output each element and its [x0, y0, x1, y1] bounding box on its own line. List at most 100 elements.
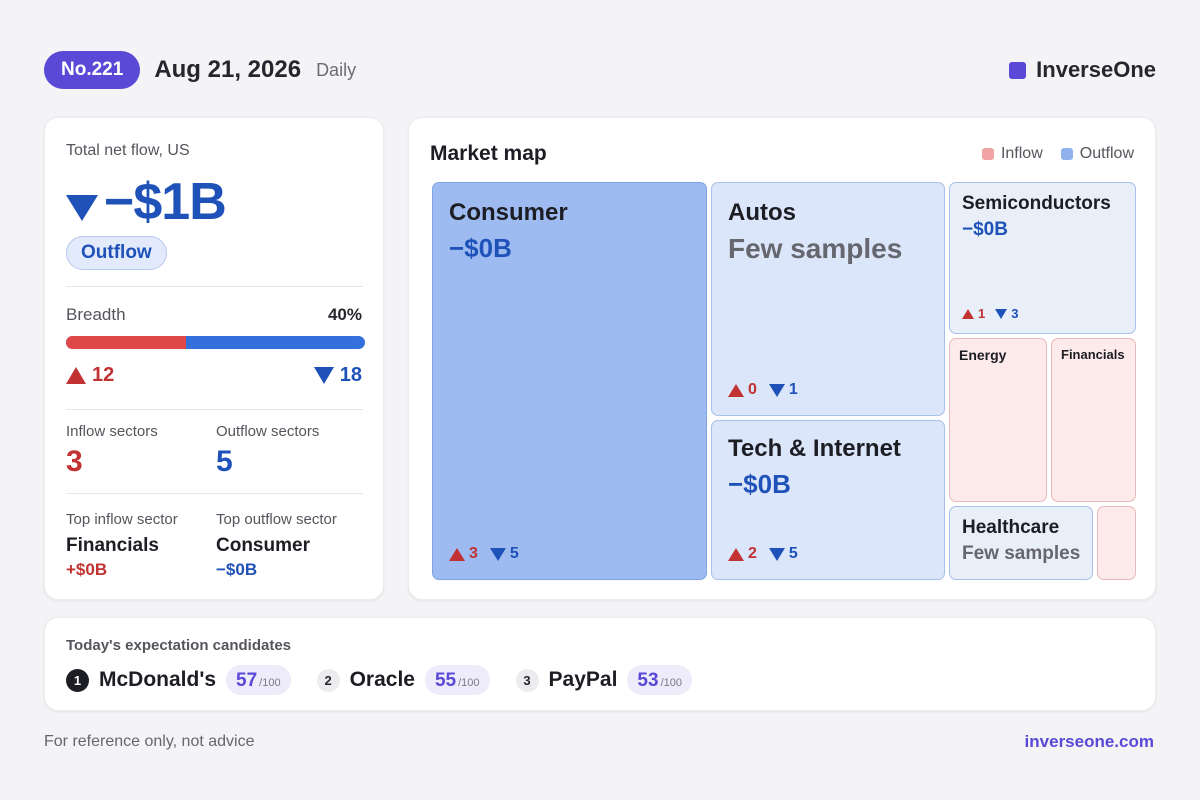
- legend-item-inflow: Inflow: [981, 145, 1043, 163]
- triangle-up-icon: [728, 547, 744, 561]
- score-max: /100: [259, 677, 281, 689]
- tile-semiconductors[interactable]: Semiconductors −$0B 1 3: [949, 182, 1136, 334]
- candidate-name: Oracle: [349, 668, 415, 691]
- legend: Inflow Outflow: [964, 145, 1134, 163]
- tile-note: Few samples: [728, 233, 903, 264]
- tile-financials[interactable]: Financials: [1051, 338, 1136, 502]
- tile-name: Energy: [959, 347, 1007, 363]
- tile-consumer[interactable]: Consumer −$0B 3 5: [432, 182, 707, 580]
- candidates-title: Today's expectation candidates: [66, 637, 292, 654]
- top-outflow-name: Consumer: [216, 535, 310, 556]
- candidate-name: McDonald's: [99, 668, 217, 691]
- brand-logo-icon: [1009, 61, 1027, 79]
- triangle-up-icon: [728, 383, 744, 397]
- tile-counts: 2 5: [728, 545, 798, 563]
- legend-label-outflow: Outflow: [1079, 145, 1134, 162]
- disclaimer: For reference only, not advice: [44, 733, 255, 750]
- triangle-up-icon: [962, 308, 974, 319]
- tile-value: −$0B: [962, 219, 1008, 240]
- market-map-card: Market map Inflow Outflow Consumer −$0B …: [408, 117, 1156, 600]
- down-count: 5: [489, 545, 519, 563]
- candidate-item[interactable]: 1 McDonald's 57 /100: [66, 665, 291, 695]
- triangle-down-icon: [66, 195, 98, 221]
- outflow-sectors-label: Outflow sectors: [216, 423, 320, 440]
- legend-swatch-inflow: [981, 148, 994, 160]
- rank-badge: 2: [316, 668, 340, 692]
- score-value: 53: [637, 670, 659, 691]
- down-value: 5: [788, 545, 798, 562]
- issue-badge: No.221: [44, 51, 141, 89]
- tile-counts: 0 1: [728, 381, 798, 399]
- top-inflow-label: Top inflow sector: [66, 511, 178, 528]
- triangle-down-icon: [995, 308, 1008, 319]
- net-flow-label: Total net flow, US: [66, 142, 190, 159]
- net-flow-amount: −$1B: [104, 173, 227, 231]
- tile-note: Few samples: [962, 543, 1081, 564]
- legend-item-outflow: Outflow: [1060, 145, 1134, 163]
- score-max: /100: [458, 677, 480, 689]
- candidate-item[interactable]: 3 PayPal 53 /100: [515, 665, 692, 695]
- breadth-bar: [66, 336, 365, 349]
- tile-name: Financials: [1061, 347, 1125, 362]
- tile-name: Semiconductors: [962, 193, 1111, 214]
- tile-value: −$0B: [728, 469, 791, 499]
- breadth-bar-fill: [66, 336, 186, 349]
- rank-badge: 1: [66, 668, 89, 692]
- report-date: Aug 21, 2026: [154, 56, 302, 83]
- tile-energy[interactable]: Energy: [949, 338, 1047, 502]
- down-value: 1: [788, 381, 798, 398]
- net-flow-value: −$1B: [66, 172, 227, 232]
- site-link[interactable]: inverseone.com: [1024, 732, 1154, 751]
- tile-name: Autos: [728, 199, 796, 226]
- advancers-count: 12: [66, 364, 114, 387]
- inflow-sectors-label: Inflow sectors: [66, 423, 158, 440]
- summary-card: Total net flow, US −$1B Outflow Breadth …: [44, 117, 384, 600]
- inflow-sectors-value: 3: [66, 445, 83, 478]
- up-count: 3: [449, 545, 478, 563]
- up-value: 1: [978, 306, 986, 321]
- down-value: 3: [1011, 306, 1019, 321]
- up-value: 2: [748, 545, 757, 562]
- decliners-count: 18: [313, 364, 362, 387]
- advancers-value: 12: [92, 364, 115, 386]
- score-value: 57: [236, 670, 258, 691]
- tile-autos[interactable]: Autos Few samples 0 1: [711, 182, 945, 416]
- tile-tech-internet[interactable]: Tech & Internet −$0B 2 5: [711, 420, 945, 580]
- triangle-up-icon: [66, 367, 86, 384]
- score-badge: 57 /100: [226, 665, 291, 695]
- triangle-down-icon: [768, 383, 785, 397]
- triangle-down-icon: [489, 547, 506, 561]
- tile-name: Tech & Internet: [728, 435, 901, 462]
- score-badge: 55 /100: [424, 665, 490, 695]
- candidates-list: 1 McDonald's 57 /100 2 Oracle 55 /100 3 …: [66, 665, 718, 695]
- report-period: Daily: [316, 59, 357, 80]
- down-count: 5: [768, 545, 798, 563]
- up-value: 0: [748, 381, 757, 398]
- legend-label-inflow: Inflow: [1000, 145, 1043, 162]
- candidate-item[interactable]: 2 Oracle 55 /100: [316, 665, 490, 695]
- brand-name: InverseOne: [1036, 57, 1156, 82]
- candidates-card: Today's expectation candidates 1 McDonal…: [44, 617, 1156, 711]
- divider: [66, 409, 363, 410]
- triangle-down-icon: [313, 367, 334, 384]
- down-count: 1: [768, 381, 798, 399]
- divider: [66, 286, 363, 287]
- tile-counts: 1 3: [962, 306, 1018, 321]
- decliners-value: 18: [339, 364, 362, 386]
- top-inflow-value: +$0B: [66, 560, 108, 579]
- legend-swatch-outflow: [1060, 148, 1073, 160]
- up-value: 3: [469, 545, 478, 562]
- triangle-down-icon: [768, 547, 785, 561]
- breadth-percent: 40%: [327, 305, 362, 324]
- tile-healthcare[interactable]: Healthcare Few samples: [949, 506, 1093, 580]
- up-count: 2: [728, 545, 757, 563]
- score-max: /100: [660, 677, 682, 689]
- tile-name: Consumer: [449, 199, 568, 226]
- score-badge: 53 /100: [627, 665, 692, 695]
- triangle-up-icon: [449, 547, 465, 561]
- tile-unlabeled-inflow[interactable]: [1097, 506, 1136, 580]
- rank-badge: 3: [515, 668, 539, 692]
- brand: InverseOne: [1009, 57, 1156, 83]
- flow-direction-badge: Outflow: [66, 236, 167, 270]
- down-value: 5: [509, 545, 519, 562]
